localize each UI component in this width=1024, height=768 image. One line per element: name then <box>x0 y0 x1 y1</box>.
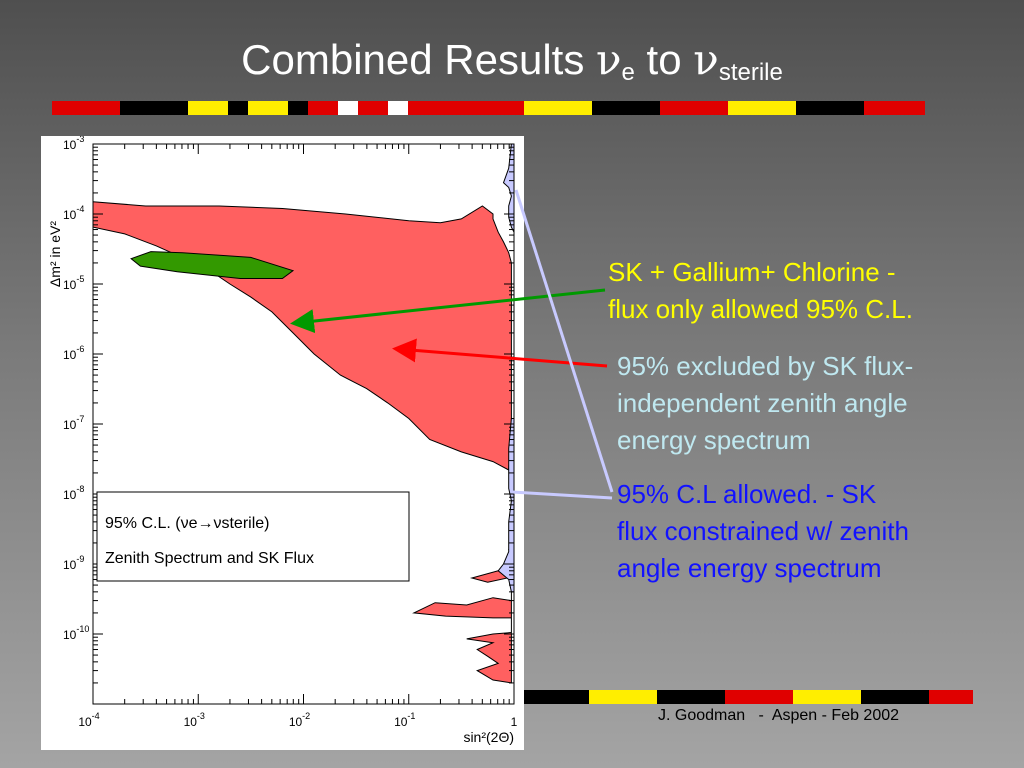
stripe-segment <box>338 101 358 115</box>
region-sk-flux-independent-excluded <box>92 201 512 471</box>
exclusion-plot: 10-3 10-4 10-5 10-6 10-7 10-8 10-9 10-10 10-4 10-… <box>47 136 518 745</box>
stripe-segment <box>592 101 660 115</box>
stripe-segment <box>458 101 524 115</box>
annotation-line: SK + Gallium+ Chlorine - <box>608 257 896 287</box>
tick-label: 10-2 <box>289 711 310 729</box>
tick-label: 10-10 <box>63 624 89 642</box>
decorative-stripe-top <box>52 101 925 115</box>
annotation-line: independent zenith angle <box>617 388 908 418</box>
stripe-segment <box>589 690 657 704</box>
stripe-segment <box>308 101 338 115</box>
annotation-line: flux constrained w/ zenith <box>617 516 909 546</box>
stripe-segment <box>52 101 120 115</box>
title-nu-sterile: ν <box>693 35 719 84</box>
tick-label: 10-8 <box>63 484 84 502</box>
title-sub-sterile: sterile <box>718 59 783 86</box>
line-to-allowed-upper <box>514 189 614 493</box>
tick-label: 10-3 <box>63 136 84 152</box>
annotation-flux-only: SK + Gallium+ Chlorine - flux only allow… <box>608 254 1008 328</box>
arrow-to-allowed-island <box>290 288 606 334</box>
stripe-segment <box>521 690 589 704</box>
stripe-segment <box>793 690 861 704</box>
tick-label: 10-4 <box>63 204 84 222</box>
annotation-line: energy spectrum <box>617 425 811 455</box>
title-to: to <box>634 36 694 83</box>
stripe-segment <box>861 690 929 704</box>
tick-label: 10-6 <box>63 344 84 362</box>
annotation-line: 95% C.L allowed. - SK <box>617 479 877 509</box>
tick-label: 1 <box>511 715 518 729</box>
line-to-allowed-lower <box>511 490 613 500</box>
annotation-line: 95% excluded by SK flux- <box>617 351 914 381</box>
stripe-segment <box>358 101 388 115</box>
stripe-segment <box>248 101 288 115</box>
tick-label: 10-3 <box>184 711 205 729</box>
title-sub-e: e <box>621 59 635 86</box>
tick-label: 10-1 <box>394 711 415 729</box>
stripe-segment <box>388 101 408 115</box>
arrow-to-excluded-region <box>392 338 608 368</box>
tick-label: 10-4 <box>78 711 99 729</box>
stripe-segment <box>188 101 228 115</box>
legend-box <box>96 491 410 582</box>
legend-line-2: Zenith Spectrum and SK Flux <box>105 550 314 567</box>
title-nu-e: ν <box>595 35 622 84</box>
stripe-segment <box>796 101 864 115</box>
tick-label: 10-7 <box>63 414 84 432</box>
stripe-segment <box>725 690 793 704</box>
tick-label: 10-5 <box>63 274 84 292</box>
title-main: Combined Results <box>241 36 596 83</box>
stripe-segment <box>864 101 925 115</box>
legend-line-1: 95% C.L. (νe→νsterile) <box>105 515 270 532</box>
stripe-segment <box>120 101 188 115</box>
stripe-segment <box>228 101 248 115</box>
stripe-segment <box>524 101 592 115</box>
tick-label: 10-9 <box>63 554 84 572</box>
annotation-excluded: 95% excluded by SK flux- independent zen… <box>617 348 1017 459</box>
slide-title: Combined Results νe to νsterile <box>0 30 1024 103</box>
stripe-segment <box>657 690 725 704</box>
y-axis-label: Δm² in eV² <box>47 221 63 287</box>
stripe-segment <box>408 101 458 115</box>
footer-credit: J. Goodman - Aspen - Feb 2002 <box>658 707 900 724</box>
stripe-segment <box>288 101 308 115</box>
annotation-line: angle energy spectrum <box>617 553 882 583</box>
plot-panel: 10-3 10-4 10-5 10-6 10-7 10-8 10-9 10-10 10-4 10-… <box>41 136 524 750</box>
region-sk-gallium-chlorine-flux-only-allowed <box>130 251 295 279</box>
x-axis-label: sin²(2Θ) <box>463 729 514 745</box>
stripe-segment <box>728 101 796 115</box>
annotation-allowed: 95% C.L allowed. - SK flux constrained w… <box>617 476 1017 587</box>
stripe-segment <box>929 690 973 704</box>
stripe-segment <box>660 101 728 115</box>
annotation-line: flux only allowed 95% C.L. <box>608 294 913 324</box>
